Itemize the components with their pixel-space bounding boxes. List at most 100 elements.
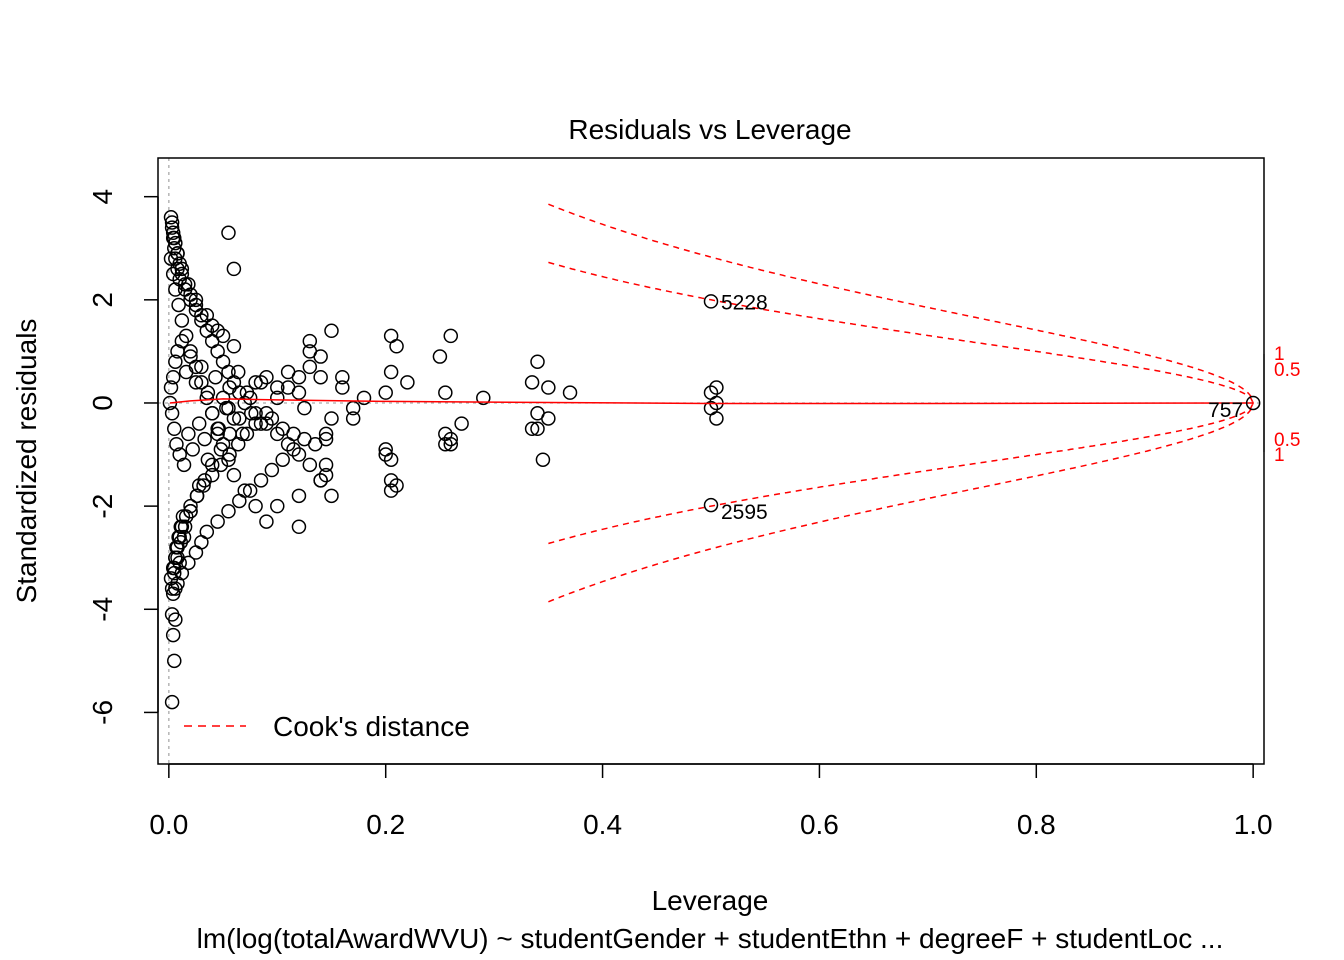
data-point [167, 653, 182, 669]
data-point [226, 261, 242, 277]
data-point [165, 266, 181, 282]
data-point [264, 462, 280, 478]
smoother-line [169, 398, 1254, 405]
data-point [270, 498, 285, 514]
data-point [318, 457, 334, 473]
data-point [237, 483, 252, 498]
data-point [167, 421, 182, 437]
data-point [280, 436, 296, 452]
cooks-contour [548, 261, 1254, 404]
y-tick-label: -2 [87, 494, 118, 519]
point-id-label: 5228 [721, 291, 768, 314]
data-point [164, 215, 180, 230]
data-point [163, 210, 179, 225]
data-point [530, 421, 545, 437]
data-point [164, 607, 180, 622]
data-point [248, 406, 263, 421]
data-point [210, 323, 225, 339]
y-tick-label: -6 [87, 700, 118, 725]
data-points [162, 210, 724, 710]
data-point [177, 519, 193, 535]
y-tick-label: 2 [87, 292, 118, 308]
data-point [199, 308, 215, 323]
data-point [443, 436, 459, 452]
data-point [164, 694, 180, 710]
data-point [169, 436, 184, 452]
legend: Cook's distance [184, 711, 470, 742]
data-point [221, 225, 236, 241]
data-point [443, 431, 459, 447]
data-point [210, 421, 225, 437]
data-point [291, 488, 307, 504]
data-point [264, 411, 280, 426]
x-tick-label: 0.4 [583, 809, 622, 840]
point-id-label: 757 [1208, 399, 1243, 422]
data-point [259, 406, 274, 421]
x-tick-label: 1.0 [1234, 809, 1273, 840]
cooks-contour [548, 402, 1254, 545]
data-point [476, 390, 491, 406]
data-point [259, 514, 274, 529]
data-point [174, 261, 190, 277]
data-point [222, 426, 237, 442]
y-axis-label: Standardized residuals [11, 319, 42, 604]
y-tick-label: -4 [87, 597, 118, 622]
data-point [541, 411, 556, 426]
data-point [443, 328, 459, 344]
data-point [383, 483, 399, 498]
data-point [178, 328, 194, 344]
data-point [318, 426, 334, 442]
data-point [194, 359, 209, 375]
cook-level-label: 0.5 [1274, 360, 1300, 381]
data-point [197, 473, 212, 488]
data-point [199, 524, 215, 540]
data-point [165, 225, 181, 241]
data-point [280, 380, 296, 395]
data-point [164, 220, 180, 235]
model-formula-subtitle: lm(log(totalAwardWVU) ~ studentGender + … [197, 923, 1224, 954]
data-point [291, 447, 307, 462]
data-point [213, 457, 229, 473]
data-point [176, 457, 192, 473]
data-point [191, 416, 207, 431]
data-point [400, 375, 415, 390]
data-point [232, 411, 247, 426]
chart-title: Residuals vs Leverage [568, 114, 851, 145]
data-point [210, 426, 225, 442]
data-point [221, 400, 236, 416]
cook-level-label: 1 [1274, 445, 1285, 466]
data-point [164, 581, 180, 596]
data-point [194, 308, 209, 323]
data-point [432, 349, 448, 364]
data-point [237, 395, 252, 411]
data-point [208, 369, 223, 385]
data-point [221, 452, 236, 467]
data-point [171, 297, 186, 313]
data-point [226, 338, 242, 354]
data-point [204, 467, 220, 483]
data-point [259, 369, 274, 385]
data-point [438, 436, 453, 452]
data-point [183, 344, 198, 359]
data-point [286, 442, 301, 457]
data-point [291, 369, 307, 385]
labeled-data-point [1245, 395, 1261, 411]
point-id-label: 2595 [721, 501, 768, 524]
data-point [248, 416, 263, 431]
data-point [248, 498, 263, 514]
data-point [242, 390, 258, 406]
labeled-data-point [703, 294, 719, 309]
legend-label: Cook's distance [273, 711, 470, 742]
data-point [275, 452, 290, 467]
x-axis-label: Leverage [652, 885, 769, 916]
data-point [200, 452, 216, 467]
data-point [454, 416, 469, 431]
data-point [709, 380, 724, 395]
cook-level-label: 0.5 [1274, 430, 1300, 451]
labeled-data-point [703, 497, 719, 513]
x-tick-label: 0.8 [1017, 809, 1056, 840]
data-point [313, 473, 328, 488]
y-tick-label: 4 [87, 189, 118, 205]
data-point [324, 411, 339, 426]
